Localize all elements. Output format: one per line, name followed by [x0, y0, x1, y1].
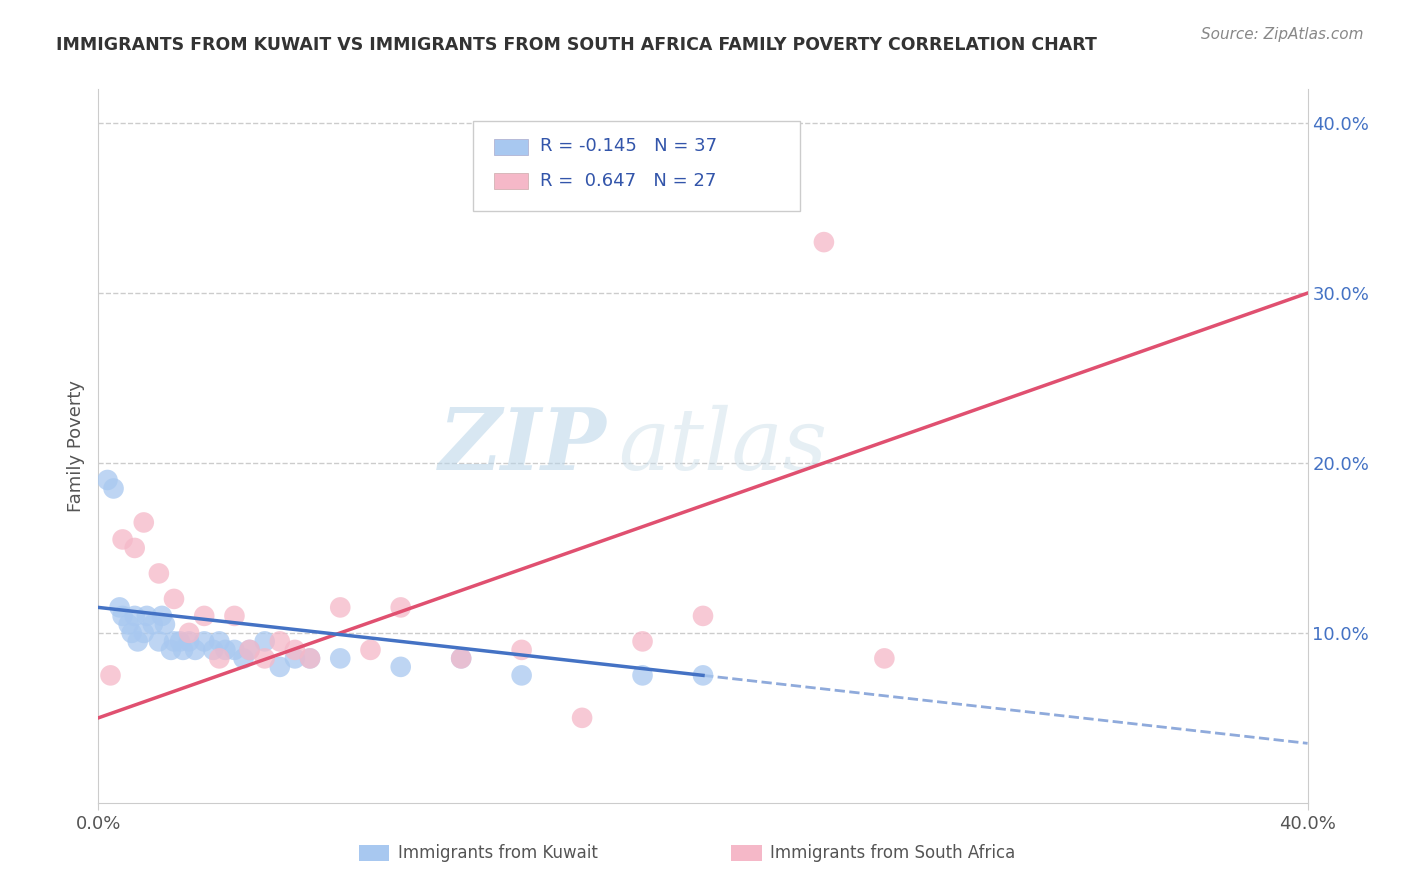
Point [150, 608, 173, 623]
Point [813, 235, 835, 249]
Point [103, 482, 125, 496]
Point [510, 668, 533, 682]
Point [142, 617, 165, 632]
Point [284, 643, 307, 657]
Point [179, 626, 201, 640]
Point [96, 473, 118, 487]
Point [450, 651, 472, 665]
Point [135, 608, 157, 623]
Point [121, 626, 143, 640]
Point [450, 651, 472, 665]
Bar [494, 139, 527, 155]
Point [193, 608, 215, 623]
Point [100, 668, 122, 682]
Bar [494, 173, 527, 189]
Text: Source: ZipAtlas.com: Source: ZipAtlas.com [1201, 27, 1364, 42]
Point [269, 660, 291, 674]
Point [111, 533, 134, 547]
Point [193, 634, 215, 648]
Point [118, 617, 141, 632]
FancyBboxPatch shape [474, 121, 800, 211]
Point [179, 634, 201, 648]
Point [284, 651, 307, 665]
Point [360, 643, 382, 657]
Point [202, 643, 225, 657]
Point [184, 643, 207, 657]
Point [253, 634, 276, 648]
Point [692, 668, 714, 682]
Point [111, 608, 134, 623]
Point [108, 600, 131, 615]
Point [124, 541, 146, 555]
Text: ZIP: ZIP [439, 404, 606, 488]
Point [631, 634, 654, 648]
Point [329, 600, 352, 615]
Point [163, 591, 186, 606]
Point [160, 643, 183, 657]
Point [169, 634, 191, 648]
Point [239, 643, 262, 657]
Point [208, 651, 231, 665]
Point [148, 634, 170, 648]
Point [631, 668, 654, 682]
Point [208, 634, 231, 648]
Point [232, 651, 254, 665]
Point [224, 643, 246, 657]
Point [510, 643, 533, 657]
Point [127, 634, 149, 648]
Point [163, 634, 186, 648]
Text: atlas: atlas [619, 405, 828, 487]
Point [299, 651, 322, 665]
Point [239, 643, 262, 657]
Point [153, 617, 176, 632]
Point [148, 566, 170, 581]
Point [132, 516, 155, 530]
Text: IMMIGRANTS FROM KUWAIT VS IMMIGRANTS FROM SOUTH AFRICA FAMILY POVERTY CORRELATIO: IMMIGRANTS FROM KUWAIT VS IMMIGRANTS FRO… [56, 36, 1097, 54]
Point [132, 626, 155, 640]
Point [571, 711, 593, 725]
Text: Immigrants from South Africa: Immigrants from South Africa [770, 844, 1015, 862]
Point [329, 651, 352, 665]
Point [124, 608, 146, 623]
Point [873, 651, 896, 665]
Point [269, 634, 291, 648]
Y-axis label: Family Poverty: Family Poverty [66, 380, 84, 512]
Point [224, 608, 246, 623]
Point [253, 651, 276, 665]
Text: R =  0.647   N = 27: R = 0.647 N = 27 [540, 171, 716, 189]
Point [172, 643, 194, 657]
Point [389, 600, 412, 615]
Point [299, 651, 322, 665]
Text: Immigrants from Kuwait: Immigrants from Kuwait [398, 844, 598, 862]
Point [692, 608, 714, 623]
Text: R = -0.145   N = 37: R = -0.145 N = 37 [540, 137, 717, 155]
Point [389, 660, 412, 674]
Point [214, 643, 236, 657]
